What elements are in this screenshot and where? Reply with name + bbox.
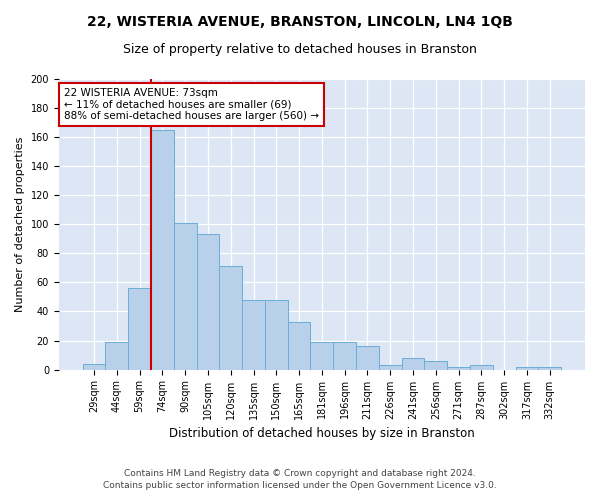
Bar bbox=[174, 223, 197, 370]
Bar bbox=[197, 234, 220, 370]
Bar bbox=[265, 300, 288, 370]
Bar bbox=[242, 300, 265, 370]
Bar bbox=[356, 346, 379, 370]
Bar bbox=[310, 342, 333, 369]
Bar bbox=[220, 266, 242, 370]
Bar bbox=[401, 358, 424, 370]
Bar bbox=[288, 322, 310, 370]
Bar bbox=[151, 130, 174, 370]
Bar bbox=[379, 365, 401, 370]
Text: Contains HM Land Registry data © Crown copyright and database right 2024.
Contai: Contains HM Land Registry data © Crown c… bbox=[103, 468, 497, 490]
Bar bbox=[83, 364, 106, 370]
Bar bbox=[470, 365, 493, 370]
Bar bbox=[515, 366, 538, 370]
Bar bbox=[538, 366, 561, 370]
Y-axis label: Number of detached properties: Number of detached properties bbox=[15, 136, 25, 312]
Bar bbox=[333, 342, 356, 369]
Text: 22, WISTERIA AVENUE, BRANSTON, LINCOLN, LN4 1QB: 22, WISTERIA AVENUE, BRANSTON, LINCOLN, … bbox=[87, 15, 513, 29]
Text: Size of property relative to detached houses in Branston: Size of property relative to detached ho… bbox=[123, 42, 477, 56]
Bar bbox=[106, 342, 128, 369]
Bar bbox=[447, 366, 470, 370]
Bar bbox=[128, 288, 151, 370]
X-axis label: Distribution of detached houses by size in Branston: Distribution of detached houses by size … bbox=[169, 427, 475, 440]
Text: 22 WISTERIA AVENUE: 73sqm
← 11% of detached houses are smaller (69)
88% of semi-: 22 WISTERIA AVENUE: 73sqm ← 11% of detac… bbox=[64, 88, 319, 121]
Bar bbox=[424, 361, 447, 370]
